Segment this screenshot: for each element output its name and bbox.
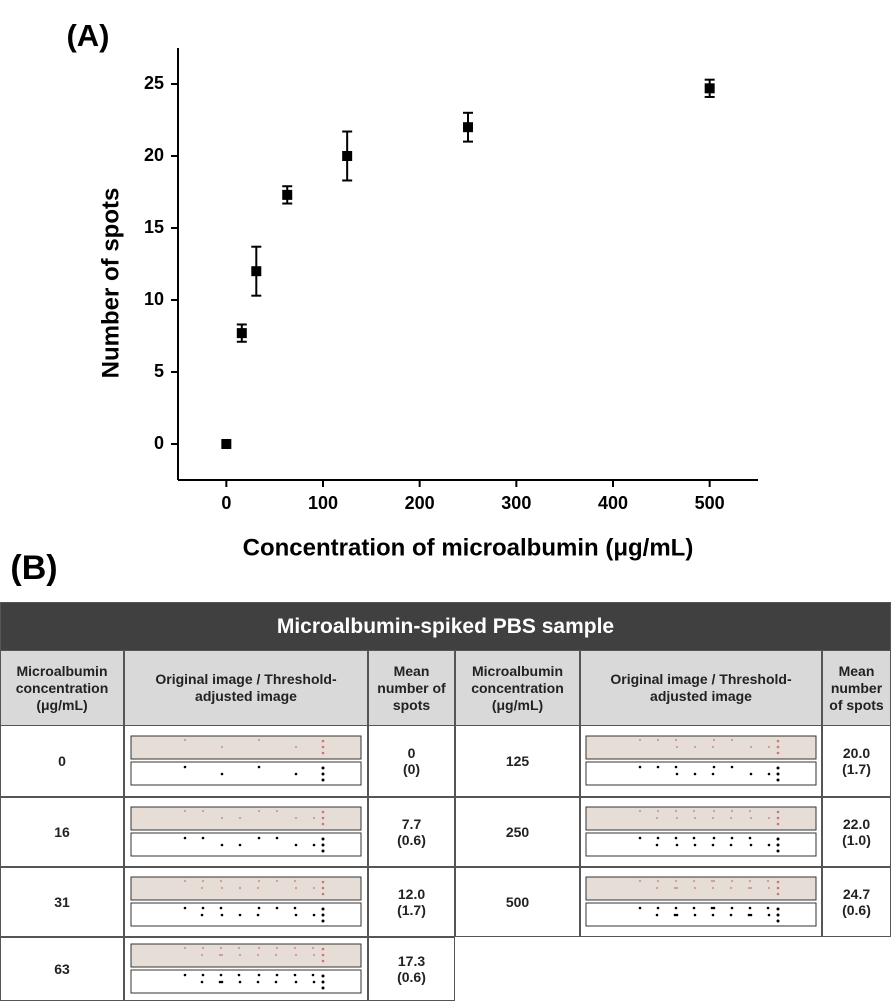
column-header: Mean number of spots (822, 650, 891, 726)
marker (342, 151, 353, 161)
column-header: Original image / Threshold-adjusted imag… (124, 650, 368, 726)
column-header: Microalbumin concentration (μg/mL) (0, 650, 124, 726)
image-cell (124, 867, 368, 937)
image-cell (124, 937, 368, 1001)
strip-image (130, 806, 362, 857)
x-tick-label: 400 (598, 493, 628, 513)
image-cell (580, 725, 822, 797)
concentration-cell: 63 (0, 937, 124, 1001)
mean-text: (1.7) (842, 761, 871, 777)
y-tick-label: 5 (154, 361, 164, 381)
mean-cell: 0 (0) (368, 725, 455, 797)
x-tick-label: 500 (695, 493, 725, 513)
strip-image (585, 735, 817, 786)
column-header: Mean number of spots (368, 650, 455, 726)
mean-text: (0.6) (397, 832, 426, 848)
marker (704, 83, 715, 94)
x-tick-label: 0 (221, 493, 231, 513)
marker (221, 439, 232, 449)
panel-label: (A) (66, 18, 109, 53)
x-tick-label: 300 (501, 493, 531, 513)
marker (463, 122, 473, 133)
mean-cell: 24.7 (0.6) (822, 867, 891, 937)
mean-text: (1.7) (397, 902, 426, 918)
concentration-cell: 125 (455, 725, 580, 797)
concentration-cell: 500 (455, 867, 580, 937)
marker (236, 328, 247, 339)
strip-image (130, 735, 362, 786)
strip-image (585, 876, 817, 927)
mean-text: 24.7 (842, 886, 871, 902)
image-cell (580, 797, 822, 867)
concentration-cell: 0 (0, 725, 124, 797)
image-cell (580, 867, 822, 937)
strip-image (585, 806, 817, 857)
concentration-cell: 31 (0, 867, 124, 937)
strip-image (130, 943, 362, 994)
image-cell (124, 725, 368, 797)
panel-label: (B) (10, 549, 57, 587)
y-tick-label: 25 (144, 73, 164, 93)
mean-text: (1.0) (842, 832, 871, 848)
concentration-cell: 250 (455, 797, 580, 867)
column-header: Original image / Threshold-adjusted imag… (580, 650, 822, 726)
y-tick-label: 0 (154, 433, 164, 453)
x-tick-label: 100 (308, 493, 338, 513)
column-header: Microalbumin concentration (μg/mL) (455, 650, 580, 726)
y-tick-label: 15 (144, 217, 164, 237)
y-axis-label: Number of spots (97, 188, 124, 379)
mean-cell: 12.0 (1.7) (368, 867, 455, 937)
mean-cell: 17.3 (0.6) (368, 937, 455, 1001)
mean-text: 22.0 (842, 816, 871, 832)
y-tick-label: 10 (144, 289, 164, 309)
x-tick-label: 200 (405, 493, 435, 513)
mean-text: 7.7 (401, 816, 422, 832)
strip-image (130, 876, 362, 927)
marker (282, 189, 293, 200)
concentration-cell: 16 (0, 797, 124, 867)
mean-text: 17.3 (397, 953, 426, 969)
image-cell (124, 797, 368, 867)
mean-cell: 7.7 (0.6) (368, 797, 455, 867)
chart: (A) (B) Concentration of microalbumin (μ… (10, 18, 758, 587)
x-axis-label: Concentration of microalbumin (μg/mL) (243, 534, 694, 561)
mean-text: 12.0 (397, 886, 426, 902)
mean-text: 0 (407, 745, 416, 761)
marker (251, 266, 262, 277)
mean-cell: 20.0 (1.7) (822, 725, 891, 797)
mean-text: (0.6) (397, 969, 426, 985)
mean-text: (0) (402, 761, 421, 777)
mean-cell: 22.0 (1.0) (822, 797, 891, 867)
mean-text: 20.0 (842, 745, 871, 761)
y-tick-label: 20 (144, 145, 164, 165)
table-title: Microalbumin-spiked PBS sample (0, 602, 891, 651)
mean-text: (0.6) (842, 902, 871, 918)
